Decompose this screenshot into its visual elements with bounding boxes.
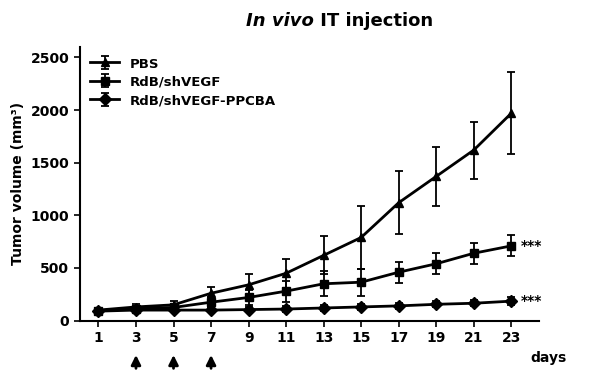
Legend: PBS, RdB/shVEGF, RdB/shVEGF-PPCBA: PBS, RdB/shVEGF, RdB/shVEGF-PPCBA	[86, 54, 280, 111]
Y-axis label: Tumor volume (mm³): Tumor volume (mm³)	[11, 102, 25, 265]
Text: In vivo: In vivo	[246, 12, 314, 30]
Text: days: days	[530, 351, 566, 365]
Text: IT injection: IT injection	[314, 12, 433, 30]
Text: ***: ***	[520, 294, 542, 308]
Text: ***: ***	[520, 239, 542, 253]
